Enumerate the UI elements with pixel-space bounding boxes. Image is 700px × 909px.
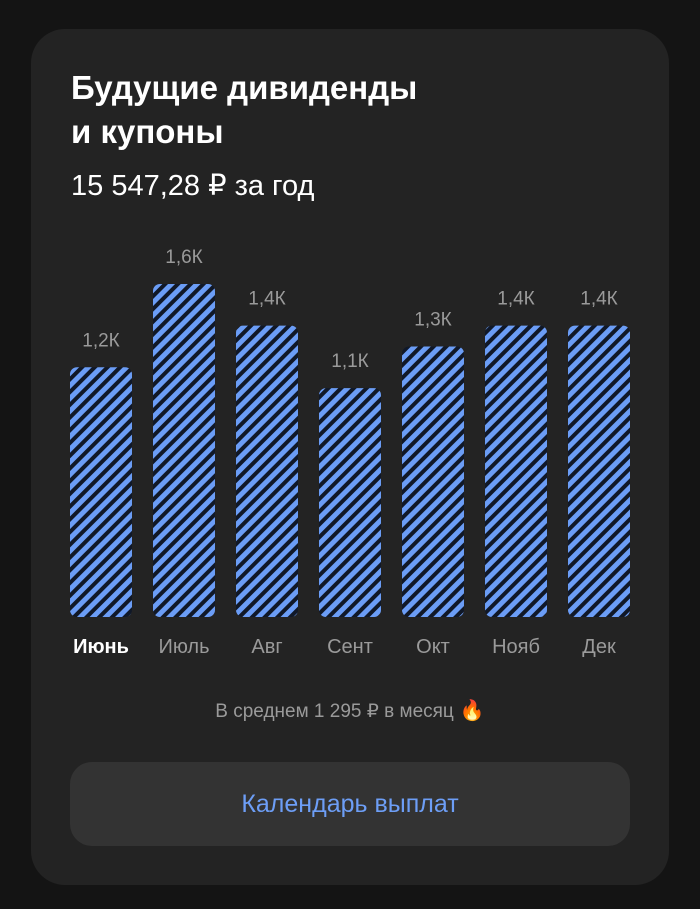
bar-1[interactable] [153, 284, 215, 617]
month-label[interactable]: Окт [416, 636, 450, 658]
month-label[interactable]: Июнь [73, 636, 129, 658]
bar-value-label: 1,1К [331, 351, 368, 372]
bar-value-label: 1,4К [580, 289, 617, 310]
yearly-total: 15 547,28 ₽ за год [71, 170, 315, 202]
bar-value-label: 1,4К [248, 289, 285, 310]
bar-5[interactable] [485, 325, 547, 617]
month-label[interactable]: Авг [251, 636, 282, 658]
average-per-month: В среднем 1 295 ₽ в месяц 🔥 [0, 697, 700, 726]
bar-value-label: 1,2К [82, 330, 119, 351]
bar-3[interactable] [319, 388, 381, 617]
payment-calendar-button[interactable]: Календарь выплат [70, 762, 630, 846]
bar-6[interactable] [568, 325, 630, 617]
average-text: В среднем 1 295 ₽ в месяц [215, 701, 454, 722]
bar-value-label: 1,3К [414, 309, 451, 330]
month-label[interactable]: Дек [582, 636, 616, 658]
bar-2[interactable] [236, 325, 298, 617]
fire-icon: 🔥 [459, 700, 485, 722]
month-label[interactable]: Нояб [492, 636, 540, 658]
bar-4[interactable] [402, 346, 464, 617]
monthly-dividends-chart: 1,2К Июнь 1,6К Июль 1,4К Авг 1,1К Сент 1,3К Окт 1,… [70, 247, 630, 658]
bar-0[interactable] [70, 367, 132, 617]
bar-value-label: 1,4К [497, 289, 534, 310]
card-title: Будущие дивиденды и купоны [71, 66, 631, 154]
card-title-line-1: Будущие дивиденды [71, 69, 418, 106]
bar-value-label: 1,6К [165, 247, 202, 268]
card-title-line-2: и купоны [71, 113, 224, 150]
month-label[interactable]: Июль [158, 636, 209, 658]
month-label[interactable]: Сент [327, 636, 373, 658]
